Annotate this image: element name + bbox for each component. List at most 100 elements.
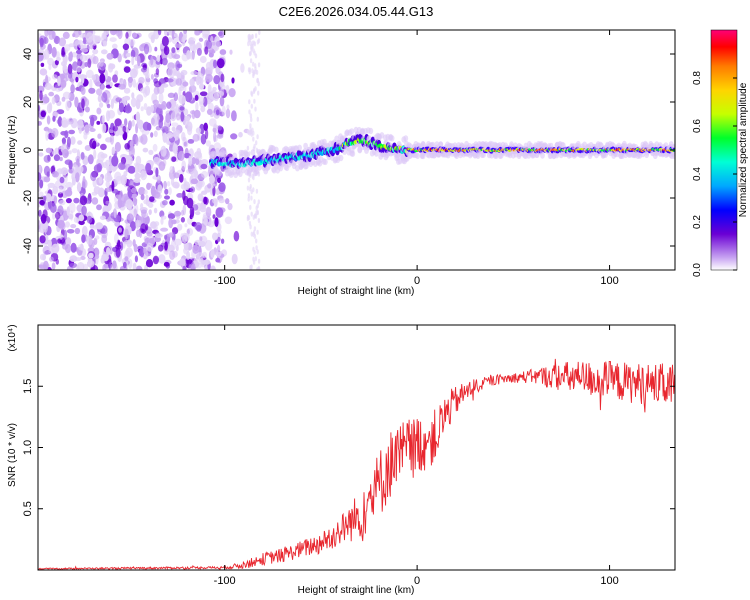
noise-blob xyxy=(136,216,140,220)
noise-blob xyxy=(183,266,187,272)
noise-blob xyxy=(126,53,131,57)
noise-blob xyxy=(171,219,177,224)
noise-blob xyxy=(181,36,185,46)
noise-blob xyxy=(252,232,254,237)
noise-blob xyxy=(62,97,66,102)
noise-blob xyxy=(159,161,166,171)
noise-blob xyxy=(247,186,249,191)
noise-blob xyxy=(100,216,106,221)
noise-blob xyxy=(96,121,100,125)
heatmap-panel: -100 0 100-40-2002040 Height of straight l… xyxy=(7,25,677,297)
noise-blob xyxy=(196,75,200,85)
noise-blob xyxy=(98,95,102,103)
heatmap-x-tick-label: 100 xyxy=(600,275,618,287)
noise-blob xyxy=(90,172,96,182)
noise-blob xyxy=(158,28,161,35)
noise-blob xyxy=(39,200,45,205)
noise-blob xyxy=(49,102,52,112)
noise-blob xyxy=(57,76,61,86)
colorbar-gradient xyxy=(711,30,737,270)
ridge-halo xyxy=(217,170,222,176)
noise-blob xyxy=(41,111,46,118)
noise-blob xyxy=(249,221,251,226)
noise-blob xyxy=(257,91,259,96)
noise-blob xyxy=(76,66,81,73)
noise-blob xyxy=(132,33,137,38)
noise-blob xyxy=(133,239,136,247)
colorbar-label: Normalized spectral amplitude xyxy=(738,82,749,217)
noise-blob xyxy=(128,166,136,174)
noise-blob xyxy=(208,84,212,94)
noise-blob xyxy=(155,233,163,238)
snr-axes: -100 0 100 0.5 1.0 1.5 xyxy=(22,325,675,587)
noise-blob xyxy=(177,73,182,79)
noise-blob xyxy=(92,56,98,64)
noise-blob xyxy=(92,140,97,149)
noise-blob xyxy=(214,217,218,227)
noise-blob xyxy=(105,187,112,192)
noise-blob xyxy=(82,179,88,189)
noise-blob xyxy=(115,244,121,249)
noise-blob xyxy=(101,153,108,158)
noise-blob xyxy=(159,93,164,104)
noise-blob xyxy=(251,104,253,109)
noise-blob xyxy=(206,62,212,70)
noise-blob xyxy=(124,105,132,113)
noise-blob xyxy=(252,137,254,142)
noise-blob xyxy=(125,60,130,64)
noise-blob xyxy=(39,90,43,100)
noise-blob xyxy=(167,132,174,138)
noise-blob xyxy=(52,151,56,155)
noise-blob xyxy=(218,198,225,203)
noise-blob xyxy=(141,68,147,73)
noise-blob xyxy=(143,89,147,97)
noise-blob xyxy=(258,38,260,43)
noise-blob xyxy=(40,68,48,75)
noise-blob xyxy=(249,127,251,132)
noise-blob xyxy=(110,264,113,274)
noise-blob xyxy=(250,58,252,63)
noise-blob xyxy=(128,79,132,87)
noise-blob xyxy=(199,258,203,262)
ridge-halo xyxy=(223,151,228,157)
snr-x-tick-label: -100 xyxy=(214,575,236,587)
noise-blob xyxy=(124,256,128,261)
noise-blob xyxy=(171,157,176,162)
noise-blob xyxy=(146,71,150,79)
noise-blob xyxy=(162,58,168,66)
noise-blob xyxy=(51,244,59,254)
noise-blob xyxy=(111,156,118,167)
noise-blob xyxy=(256,134,258,139)
noise-blob xyxy=(171,47,175,53)
noise-blob xyxy=(73,198,79,204)
noise-blob xyxy=(249,67,251,72)
noise-blob xyxy=(80,55,88,62)
noise-blob xyxy=(99,73,105,83)
noise-blob xyxy=(41,63,45,67)
noise-blob xyxy=(251,34,253,39)
figure: C2E6.2026.034.05.44.G13 -100 0 100-40-2002… xyxy=(0,0,750,600)
noise-blob xyxy=(144,44,149,55)
noise-blob xyxy=(100,144,107,150)
noise-blob xyxy=(197,48,202,56)
noise-blob xyxy=(94,35,99,40)
noise-blob xyxy=(69,118,73,123)
noise-blob xyxy=(133,79,136,88)
noise-blob xyxy=(149,209,152,215)
noise-blob xyxy=(118,194,122,204)
noise-blob xyxy=(106,110,110,121)
ridge-halo xyxy=(415,153,420,159)
noise-blob xyxy=(157,55,161,62)
noise-blob xyxy=(217,178,221,183)
noise-blob xyxy=(129,39,136,46)
noise-blob xyxy=(257,117,259,122)
noise-blob xyxy=(156,68,159,75)
noise-blob xyxy=(197,155,202,160)
ridge-halo xyxy=(323,159,328,165)
noise-blob xyxy=(47,155,50,162)
noise-blob xyxy=(251,212,253,217)
noise-blob xyxy=(217,58,225,68)
noise-blob xyxy=(248,178,250,183)
noise-blob xyxy=(68,187,72,193)
noise-blob xyxy=(154,81,162,87)
